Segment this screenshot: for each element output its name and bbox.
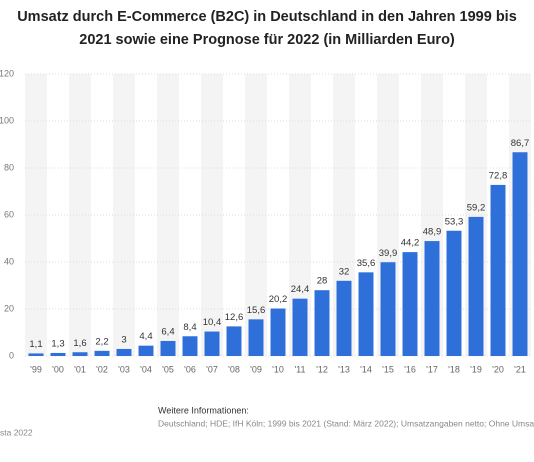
value-label: 39,9 [379,248,398,259]
bar [226,326,242,356]
value-label: 53,3 [445,216,464,227]
value-label: 72,8 [489,170,508,181]
bar [116,348,132,356]
bar [50,352,66,356]
bar [94,350,110,356]
value-label: 32 [339,266,350,277]
x-tick-label: '06 [184,364,196,374]
x-tick-label: '20 [492,364,504,374]
value-label: 28 [317,276,328,287]
x-tick-label: '16 [404,364,416,374]
y-tick-label: 100 [0,115,14,125]
value-label: 48,9 [423,227,442,238]
value-label: 4,4 [139,331,152,342]
y-tick-label: 60 [4,209,14,219]
value-label: 44,2 [401,238,420,249]
value-label: 15,6 [247,305,266,316]
value-label: 2,2 [95,336,108,347]
bar [292,298,308,356]
y-tick-label: 20 [4,303,14,313]
x-tick-label: '21 [514,364,526,374]
value-label: 1,6 [73,338,86,349]
bar [160,340,176,356]
band-stripe [157,74,179,356]
bar [490,184,506,356]
bar [204,331,220,356]
bar [402,252,418,356]
y-tick-label: 120 [0,68,14,78]
value-label: 35,6 [357,258,376,269]
x-tick-label: '00 [52,364,64,374]
x-tick-label: '02 [96,364,108,374]
bar [270,308,286,356]
bar [512,152,528,356]
bar [336,280,352,356]
x-tick-label: '14 [360,364,372,374]
x-tick-label: '07 [206,364,218,374]
x-tick-label: '09 [250,364,262,374]
y-tick-label: 40 [4,256,14,266]
x-tick-label: '05 [162,364,174,374]
bar [424,241,440,356]
bar [446,230,462,356]
x-tick-label: '99 [30,364,42,374]
bar [358,272,374,356]
x-tick-label: '15 [382,364,394,374]
bar [28,353,44,356]
bar [380,262,396,356]
bar [72,352,88,356]
x-tick-label: '03 [118,364,130,374]
bar [248,319,264,356]
value-label: 86,7 [511,138,530,149]
value-label: 8,4 [183,322,196,333]
value-label: 20,2 [269,294,288,305]
info-heading: Weitere Informationen: [158,405,249,415]
bar [138,345,154,356]
x-tick-label: '04 [140,364,152,374]
y-tick-label: 80 [4,162,14,172]
info-text: Deutschland; HDE; IfH Köln; 1999 bis 202… [158,418,534,428]
value-label: 59,2 [467,202,486,213]
x-tick-label: '18 [448,364,460,374]
value-label: 10,4 [203,317,222,328]
band-stripe [25,74,47,356]
chart-title: Umsatz durch E-Commerce (B2C) in Deutsch… [17,9,517,48]
source: sta 2022 [0,427,33,437]
x-tick-label: '13 [338,364,350,374]
x-tick-label: '19 [470,364,482,374]
bar [314,290,330,356]
value-label: 6,4 [161,326,174,337]
value-label: 3 [121,334,126,345]
x-tick-label: '17 [426,364,438,374]
x-tick-label: '12 [316,364,328,374]
value-label: 24,4 [291,284,310,295]
x-tick-label: '08 [228,364,240,374]
band-stripe [289,74,311,356]
y-tick-label: 0 [9,350,14,360]
bar [468,216,484,356]
value-label: 12,6 [225,312,244,323]
x-tick-label: '11 [294,364,305,374]
value-label: 1,1 [29,339,42,350]
value-label: 1,3 [51,338,64,349]
x-tick-label: '10 [272,364,284,374]
bar [182,336,198,356]
x-tick-label: '01 [74,364,86,374]
